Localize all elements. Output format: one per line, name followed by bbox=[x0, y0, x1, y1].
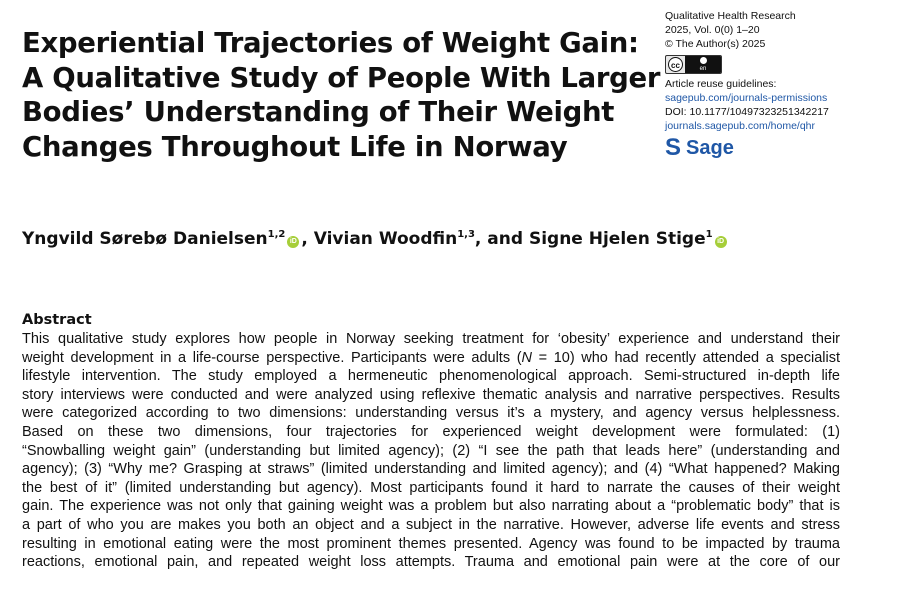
journal-meta: Qualitative Health Research 2025, Vol. 0… bbox=[665, 9, 895, 162]
abstract-line: lifestyle intervention. The study employ… bbox=[22, 368, 840, 385]
affiliation-marker: 1,2 bbox=[267, 229, 286, 240]
abstract-line: This qualitative study explores how peop… bbox=[22, 331, 840, 347]
author-name: Yngvild Sørebø Danielsen bbox=[22, 229, 268, 249]
reuse-label: Article reuse guidelines: bbox=[665, 77, 777, 90]
affiliation-marker: 1,3 bbox=[457, 229, 475, 240]
abstract-line: agency); (3) “Why me? Grasping at straws… bbox=[22, 461, 840, 478]
publisher-name: Sage bbox=[686, 137, 734, 160]
abstract-line: Based on these two dimensions, four traj… bbox=[22, 423, 840, 440]
cc-icon: cc bbox=[668, 56, 683, 72]
abstract-text: = 10) who had recently attended a specia… bbox=[532, 349, 840, 366]
author-separator: , Vivian Woodfin bbox=[301, 229, 458, 249]
orcid-icon[interactable]: iD bbox=[714, 236, 727, 248]
abstract-line: gain. The experience was not only that g… bbox=[22, 498, 840, 515]
abstract-text: weight development in a life-course pers… bbox=[22, 349, 522, 366]
journal-name: Qualitative Health Research bbox=[665, 10, 796, 22]
license-locale: en bbox=[699, 66, 707, 73]
abstract-body: This qualitative study explores how peop… bbox=[22, 330, 840, 572]
doi[interactable]: DOI: 10.1177/10497323251342217 bbox=[665, 106, 829, 119]
author-list: Yngvild Sørebø Danielsen1,2iD, Vivian Wo… bbox=[22, 220, 729, 254]
abstract-italic-n: N bbox=[521, 349, 533, 366]
abstract-line: resulting in emotional eating were the m… bbox=[22, 535, 840, 552]
abstract-line: story interviews were conducted and were… bbox=[22, 386, 840, 403]
cc-by-license-icon[interactable]: cc en bbox=[665, 54, 722, 74]
person-icon bbox=[698, 56, 708, 66]
title-line: Changes Throughout Life in Norway bbox=[22, 130, 568, 163]
abstract-line: weight development in a life-course pers… bbox=[22, 349, 840, 368]
abstract-line: were categorized according to two dimens… bbox=[22, 405, 840, 422]
title-line: Bodies’ Understanding of Their Weight bbox=[22, 96, 615, 128]
journal-link[interactable]: journals.sagepub.com/home/qhr bbox=[665, 120, 816, 133]
article-title: Experiential Trajectories of Weight Gain… bbox=[22, 26, 662, 164]
sage-s-icon: S bbox=[665, 134, 682, 162]
permissions-link[interactable]: sagepub.com/journals-permissions bbox=[665, 91, 828, 104]
author-separator: , and Signe Hjelen Stige bbox=[474, 229, 706, 249]
orcid-icon[interactable]: iD bbox=[287, 236, 300, 248]
journal-volume: 2025, Vol. 0(0) 1–20 bbox=[665, 24, 760, 37]
sage-logo[interactable]: S Sage bbox=[665, 134, 895, 162]
title-line: Experiential Trajectories of Weight Gain… bbox=[22, 27, 639, 59]
by-icon: en bbox=[685, 55, 721, 73]
copyright: © The Author(s) 2025 bbox=[665, 38, 766, 51]
title-line: A Qualitative Study of People With Large… bbox=[22, 61, 661, 94]
abstract-line: “Snowballing weight gain” (understanding… bbox=[22, 442, 840, 459]
abstract-line: the best of it” (limited understanding b… bbox=[22, 479, 840, 496]
abstract-line: reactions, emotional pain, and repeated … bbox=[22, 554, 840, 571]
affiliation-marker: 1 bbox=[705, 229, 713, 240]
abstract-heading: Abstract bbox=[22, 312, 92, 328]
abstract-line: a part of who you are makes you both an … bbox=[22, 516, 840, 533]
